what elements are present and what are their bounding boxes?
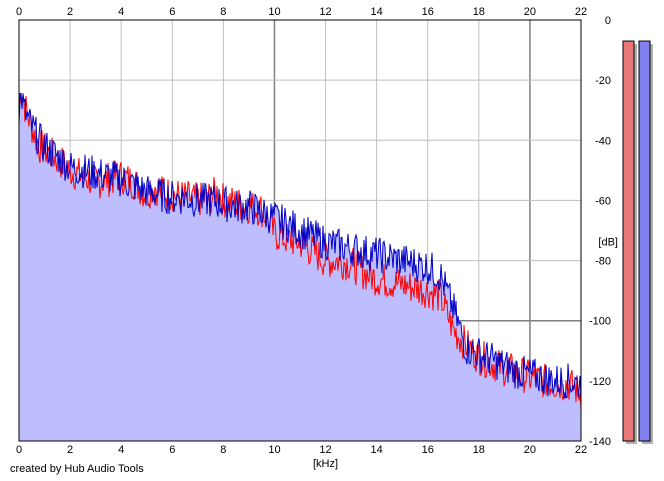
- series-layer: [18, 92, 582, 409]
- x-tick-label-bottom: 8: [220, 444, 226, 456]
- x-tick-label-bottom: 12: [319, 444, 331, 456]
- x-tick-label-top: 20: [524, 6, 536, 18]
- x-tick-label-bottom: 18: [473, 444, 485, 456]
- x-tick-label-top: 22: [575, 6, 587, 18]
- y-axis-label: [dB]: [598, 237, 618, 249]
- x-tick-label-bottom: 2: [67, 444, 73, 456]
- level-meters: [622, 40, 653, 445]
- x-tick-label-top: 14: [371, 6, 383, 18]
- x-tick-label-bottom: 6: [169, 444, 175, 456]
- x-tick-label-top: 16: [422, 6, 434, 18]
- x-tick-label-bottom: 16: [422, 444, 434, 456]
- y-tick-label: -60: [595, 195, 611, 207]
- series-line-blue: [18, 92, 582, 399]
- x-tick-label-bottom: 10: [268, 444, 280, 456]
- x-tick-label-bottom: 22: [575, 444, 587, 456]
- x-tick-label-top: 0: [16, 6, 22, 18]
- y-tick-label: -100: [589, 316, 611, 328]
- x-tick-label-top: 6: [169, 6, 175, 18]
- x-tick-label-top: 4: [118, 6, 124, 18]
- x-tick-label-top: 8: [220, 6, 226, 18]
- y-tick-label: -40: [595, 135, 611, 147]
- level-meter-bar: [622, 40, 635, 442]
- x-tick-label-top: 2: [67, 6, 73, 18]
- y-tick-label: -120: [589, 376, 611, 388]
- level-meter-bar: [638, 40, 651, 442]
- x-tick-label-top: 10: [268, 6, 280, 18]
- x-tick-label-top: 12: [319, 6, 331, 18]
- plot-frame: [18, 19, 582, 442]
- credit-text: created by Hub Audio Tools: [10, 463, 144, 475]
- x-tick-label-bottom: 0: [16, 444, 22, 456]
- x-tick-label-bottom: 4: [118, 444, 124, 456]
- tick-labels: 002244668810101212141416161818202022220-…: [16, 6, 611, 456]
- x-tick-label-top: 18: [473, 6, 485, 18]
- x-tick-label-bottom: 14: [371, 444, 383, 456]
- y-tick-label: -80: [595, 256, 611, 268]
- y-tick-label: -140: [589, 436, 611, 448]
- spectrum-fill-area: [19, 92, 581, 442]
- x-axis-label: [kHz]: [313, 458, 338, 470]
- y-tick-label: 0: [605, 15, 611, 27]
- x-tick-label-bottom: 20: [524, 444, 536, 456]
- y-tick-label: -20: [595, 75, 611, 87]
